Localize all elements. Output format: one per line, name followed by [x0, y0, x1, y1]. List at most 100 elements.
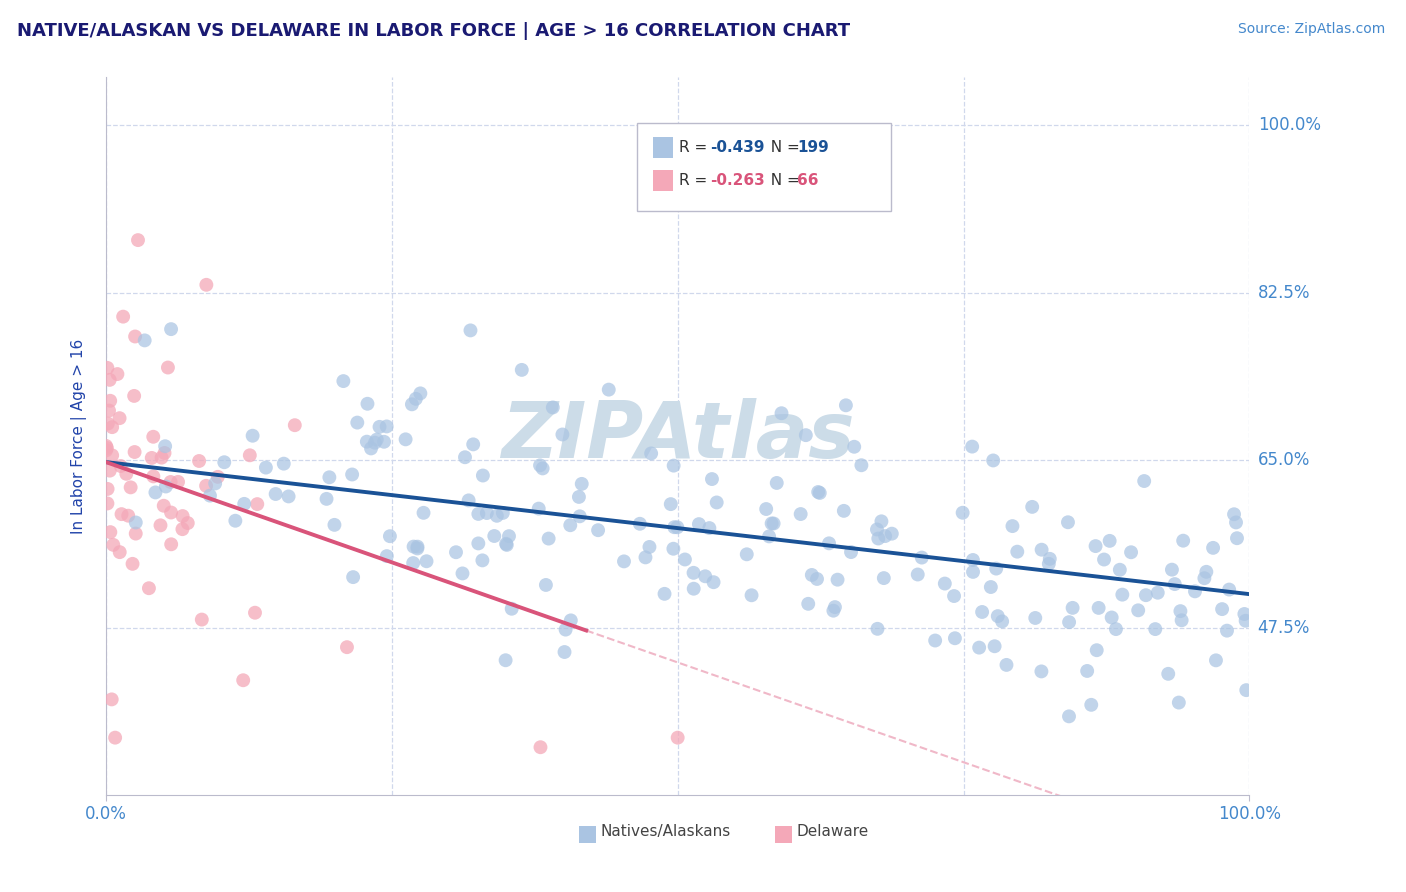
Point — [108, 411, 131, 425]
Point — [273, 457, 295, 471]
Point — [700, 472, 723, 486]
Point — [1085, 643, 1108, 657]
Point — [1184, 584, 1206, 599]
Point — [214, 455, 236, 469]
Point — [551, 427, 574, 442]
Point — [510, 363, 533, 377]
Point — [373, 434, 395, 449]
Point — [1173, 533, 1195, 548]
Point — [981, 453, 1004, 467]
Point — [125, 526, 148, 541]
Point — [1195, 565, 1218, 579]
Point — [797, 597, 820, 611]
Point — [735, 547, 758, 561]
Point — [104, 731, 127, 745]
Point — [765, 475, 787, 490]
Point — [107, 367, 129, 381]
Point — [943, 632, 966, 646]
Point — [484, 529, 506, 543]
Text: 199: 199 — [797, 140, 828, 155]
Point — [666, 520, 689, 534]
Point — [673, 552, 696, 566]
Point — [995, 657, 1018, 672]
Point — [1076, 664, 1098, 678]
Point — [1108, 563, 1130, 577]
Point — [1167, 696, 1189, 710]
Point — [495, 538, 517, 552]
Point — [789, 507, 811, 521]
Point — [409, 386, 432, 401]
Point — [613, 554, 636, 568]
Point — [239, 448, 262, 462]
Point — [471, 553, 494, 567]
Point — [103, 538, 125, 552]
Point — [1226, 531, 1249, 545]
Point — [682, 582, 704, 596]
Point — [96, 441, 118, 455]
Point — [770, 406, 793, 420]
Point — [807, 485, 830, 500]
Point — [96, 360, 118, 375]
Point — [794, 428, 817, 442]
Point — [664, 520, 686, 534]
Point — [172, 509, 194, 524]
Point — [868, 532, 890, 546]
Point — [1039, 551, 1062, 566]
Point — [527, 501, 550, 516]
Point — [1001, 519, 1024, 533]
Point — [987, 609, 1010, 624]
Point — [741, 588, 763, 602]
Point — [1170, 604, 1192, 618]
Text: -0.263: -0.263 — [710, 173, 765, 188]
Point — [534, 578, 557, 592]
Point — [108, 545, 131, 559]
Point — [402, 556, 425, 570]
Point — [980, 580, 1002, 594]
Point — [195, 479, 218, 493]
Point — [98, 403, 121, 417]
Point — [207, 470, 229, 484]
Point — [823, 604, 845, 618]
Point — [1211, 602, 1233, 616]
Point — [1161, 563, 1184, 577]
Point — [529, 740, 551, 755]
Point — [640, 446, 662, 460]
Point — [1146, 585, 1168, 599]
Point — [873, 571, 896, 585]
Point — [124, 329, 146, 343]
Point — [554, 645, 576, 659]
Point — [1057, 515, 1080, 529]
Point — [654, 587, 676, 601]
Point — [117, 508, 139, 523]
Point — [125, 516, 148, 530]
Point — [628, 516, 651, 531]
Point — [124, 445, 146, 459]
Point — [907, 567, 929, 582]
Point — [406, 541, 429, 556]
Point — [1057, 709, 1080, 723]
Point — [492, 506, 515, 520]
Point — [1098, 533, 1121, 548]
Point — [1144, 622, 1167, 636]
Point — [198, 489, 221, 503]
Point — [332, 374, 354, 388]
Point — [1038, 557, 1060, 571]
Point — [1223, 508, 1246, 522]
Point — [1031, 542, 1053, 557]
Point — [155, 479, 177, 493]
Point — [880, 526, 903, 541]
Point — [824, 600, 846, 615]
Text: 82.5%: 82.5% — [1258, 284, 1310, 301]
Point — [142, 430, 165, 444]
Point — [356, 397, 378, 411]
Point — [1080, 698, 1102, 712]
Point — [832, 504, 855, 518]
Point — [415, 554, 437, 568]
Point — [368, 420, 391, 434]
Point — [703, 575, 725, 590]
Text: Source: ZipAtlas.com: Source: ZipAtlas.com — [1237, 22, 1385, 37]
Point — [460, 323, 482, 337]
Point — [943, 589, 966, 603]
Point — [152, 499, 174, 513]
Point — [356, 434, 378, 449]
